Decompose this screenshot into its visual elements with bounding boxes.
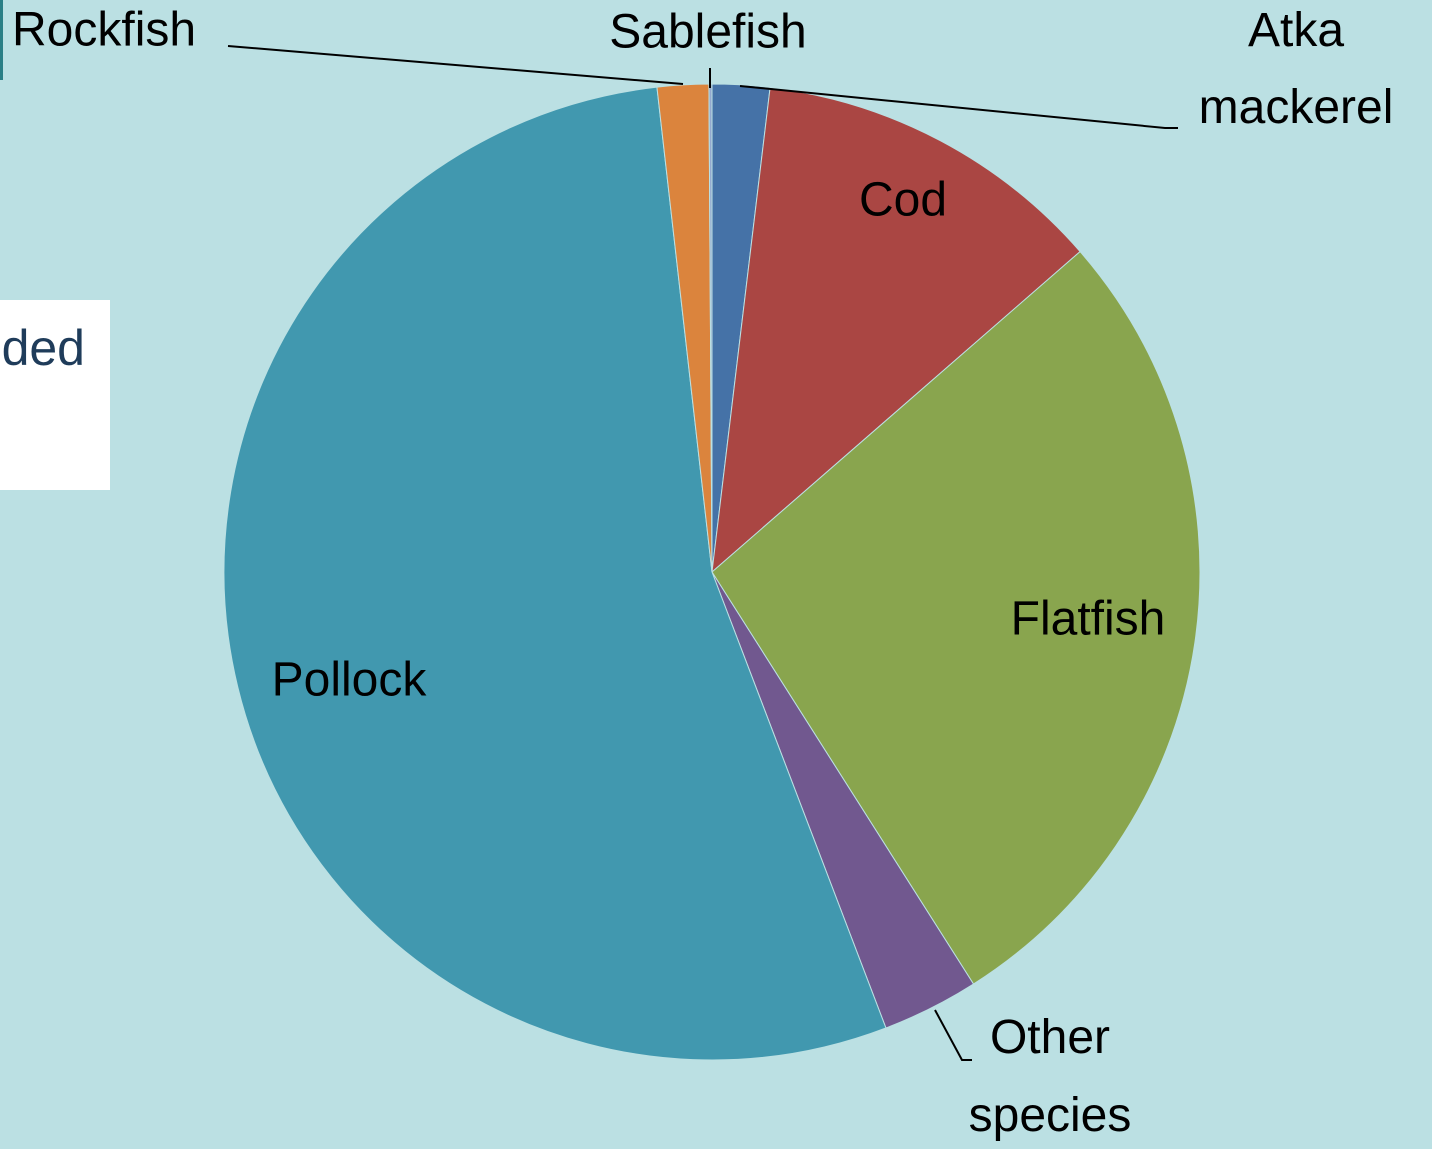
leader-line [934, 1009, 972, 1061]
slice-label: Cod [859, 174, 947, 227]
slice-label: Rockfish [12, 4, 196, 57]
pie-slice [711, 250, 1201, 985]
slice-label: Pollock [272, 654, 428, 707]
slice-label: Sablefish [609, 6, 806, 59]
box-text: ded [2, 320, 85, 376]
slice-label: Other species [969, 1011, 1132, 1142]
leader-line [739, 85, 1178, 129]
leader-line [227, 45, 684, 85]
pie-slice [223, 86, 887, 1061]
slice-label: Atka mackerel [1199, 4, 1394, 134]
edge-line [0, 0, 3, 80]
text-box [0, 300, 110, 490]
slice-label: Flatfish [1011, 593, 1166, 646]
